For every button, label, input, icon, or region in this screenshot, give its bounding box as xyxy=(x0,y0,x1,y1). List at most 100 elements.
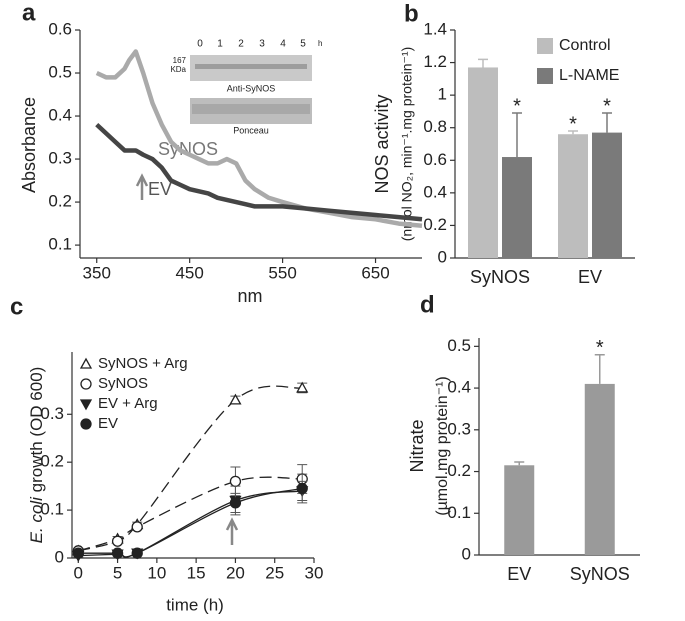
x-axis-label: nm xyxy=(237,286,262,306)
legend-swatch xyxy=(537,68,553,84)
y-tick-label: 0.3 xyxy=(447,419,471,438)
marker xyxy=(111,547,124,559)
y-tick-label: 0.6 xyxy=(48,19,72,38)
y-axis-label-rest: growth (OD 600) xyxy=(27,367,46,497)
y-tick-label: 0.1 xyxy=(48,235,72,254)
fit-curve xyxy=(78,487,303,558)
x-tick-label: SyNOS xyxy=(470,267,530,287)
marker xyxy=(131,547,143,559)
x-tick-label: 350 xyxy=(83,263,111,282)
lane-label: 2 xyxy=(238,39,244,50)
fit-curve xyxy=(78,490,303,558)
bar xyxy=(504,465,535,555)
significance: * xyxy=(569,113,577,135)
x-tick-label: SyNOS xyxy=(570,564,630,584)
lane-label: 5 xyxy=(300,39,306,50)
error-bar xyxy=(514,461,525,466)
x-axis-label: time (h) xyxy=(166,595,224,614)
legend-marker xyxy=(80,418,92,430)
marker xyxy=(296,381,309,393)
marker-unit: KDa xyxy=(170,65,186,74)
y-tick-label: 0.6 xyxy=(423,150,447,169)
x-tick-label: 0 xyxy=(74,563,83,582)
error-bar xyxy=(602,112,612,133)
y-tick-label: 0.2 xyxy=(447,461,471,480)
y-axis-label: E. coli growth (OD 600) xyxy=(27,367,46,544)
bar xyxy=(558,134,588,258)
y-axis-label: Absorbance xyxy=(19,97,39,193)
bar xyxy=(502,157,532,258)
legend-swatch xyxy=(537,38,553,54)
y-tick-label: 1.2 xyxy=(423,52,447,71)
significance: * xyxy=(513,95,521,117)
bar xyxy=(584,383,615,555)
y-axis-label-italic: E. coli xyxy=(27,496,46,544)
panel-letter: b xyxy=(404,0,419,27)
significance: * xyxy=(603,95,611,117)
x-tick-label: 20 xyxy=(226,563,245,582)
y-tick-label: 0.5 xyxy=(447,336,471,355)
marker xyxy=(72,547,84,559)
error-bar xyxy=(478,58,488,68)
y-tick-label: 0 xyxy=(55,547,64,566)
y-axis-label: (µmol.mg protein⁻¹) xyxy=(434,376,451,515)
marker xyxy=(229,393,242,405)
y-tick-label: 0.1 xyxy=(40,500,64,519)
y-tick-label: 0.4 xyxy=(447,378,471,397)
panel-letter: d xyxy=(420,291,435,318)
legend-label: Control xyxy=(559,37,611,54)
y-axis-label: (nmol NO₂, min⁻¹.mg protein⁻¹) xyxy=(399,47,415,241)
legend-marker xyxy=(79,357,93,369)
marker xyxy=(296,482,308,495)
x-tick-label: EV xyxy=(507,564,531,584)
lane-label: 3 xyxy=(259,39,265,50)
legend-label: EV xyxy=(98,415,118,432)
bar xyxy=(468,67,498,258)
marker xyxy=(229,475,242,487)
x-tick-label: 550 xyxy=(268,263,296,282)
panel-letter: a xyxy=(22,0,36,26)
y-tick-label: 0.4 xyxy=(48,106,72,125)
y-tick-label: 0.2 xyxy=(48,192,72,211)
y-tick-label: 0.3 xyxy=(48,149,72,168)
lane-label: 0 xyxy=(197,39,203,50)
y-tick-label: 0.3 xyxy=(40,404,64,423)
x-tick-label: 450 xyxy=(175,263,203,282)
y-tick-label: 0 xyxy=(462,544,471,563)
blot-label: Ponceau xyxy=(233,125,269,135)
y-tick-label: 0.5 xyxy=(48,63,72,82)
error-bar xyxy=(512,112,522,158)
arrow xyxy=(225,517,239,545)
x-tick-label: 15 xyxy=(187,563,206,582)
y-axis-label: NOS activity xyxy=(372,94,392,193)
legend-label: SyNOS xyxy=(98,375,148,392)
curve-label: EV xyxy=(148,179,172,199)
x-tick-label: 10 xyxy=(147,563,166,582)
y-tick-label: 0.8 xyxy=(423,117,447,136)
y-tick-label: 1.4 xyxy=(423,19,447,38)
fit-curve xyxy=(78,476,303,552)
blot-band xyxy=(192,104,310,114)
data-line xyxy=(95,122,423,222)
marker-label: 167 xyxy=(173,56,187,65)
y-tick-label: 0.2 xyxy=(423,215,447,234)
marker xyxy=(131,521,143,533)
x-tick-label: 650 xyxy=(361,263,389,282)
lane-label: 1 xyxy=(217,39,223,50)
legend-label: EV + Arg xyxy=(98,395,158,412)
y-tick-label: 0.2 xyxy=(40,452,64,471)
blot-label: Anti-SyNOS xyxy=(227,83,276,93)
legend-marker xyxy=(80,378,92,390)
x-tick-label: 30 xyxy=(305,563,324,582)
error-bar xyxy=(594,353,605,384)
x-tick-label: 25 xyxy=(265,563,284,582)
blot-band xyxy=(195,64,307,69)
marker xyxy=(229,497,242,509)
lane-label: 4 xyxy=(280,39,286,50)
marker xyxy=(111,535,124,547)
y-tick-label: 0.1 xyxy=(447,503,471,522)
y-tick-label: 0.4 xyxy=(423,182,447,201)
arrow xyxy=(135,173,149,200)
lane-unit: h xyxy=(318,39,322,48)
